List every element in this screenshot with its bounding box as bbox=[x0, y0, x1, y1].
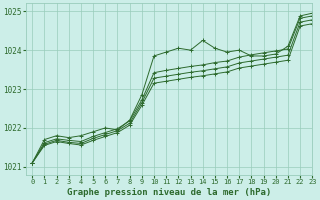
X-axis label: Graphe pression niveau de la mer (hPa): Graphe pression niveau de la mer (hPa) bbox=[67, 188, 271, 197]
